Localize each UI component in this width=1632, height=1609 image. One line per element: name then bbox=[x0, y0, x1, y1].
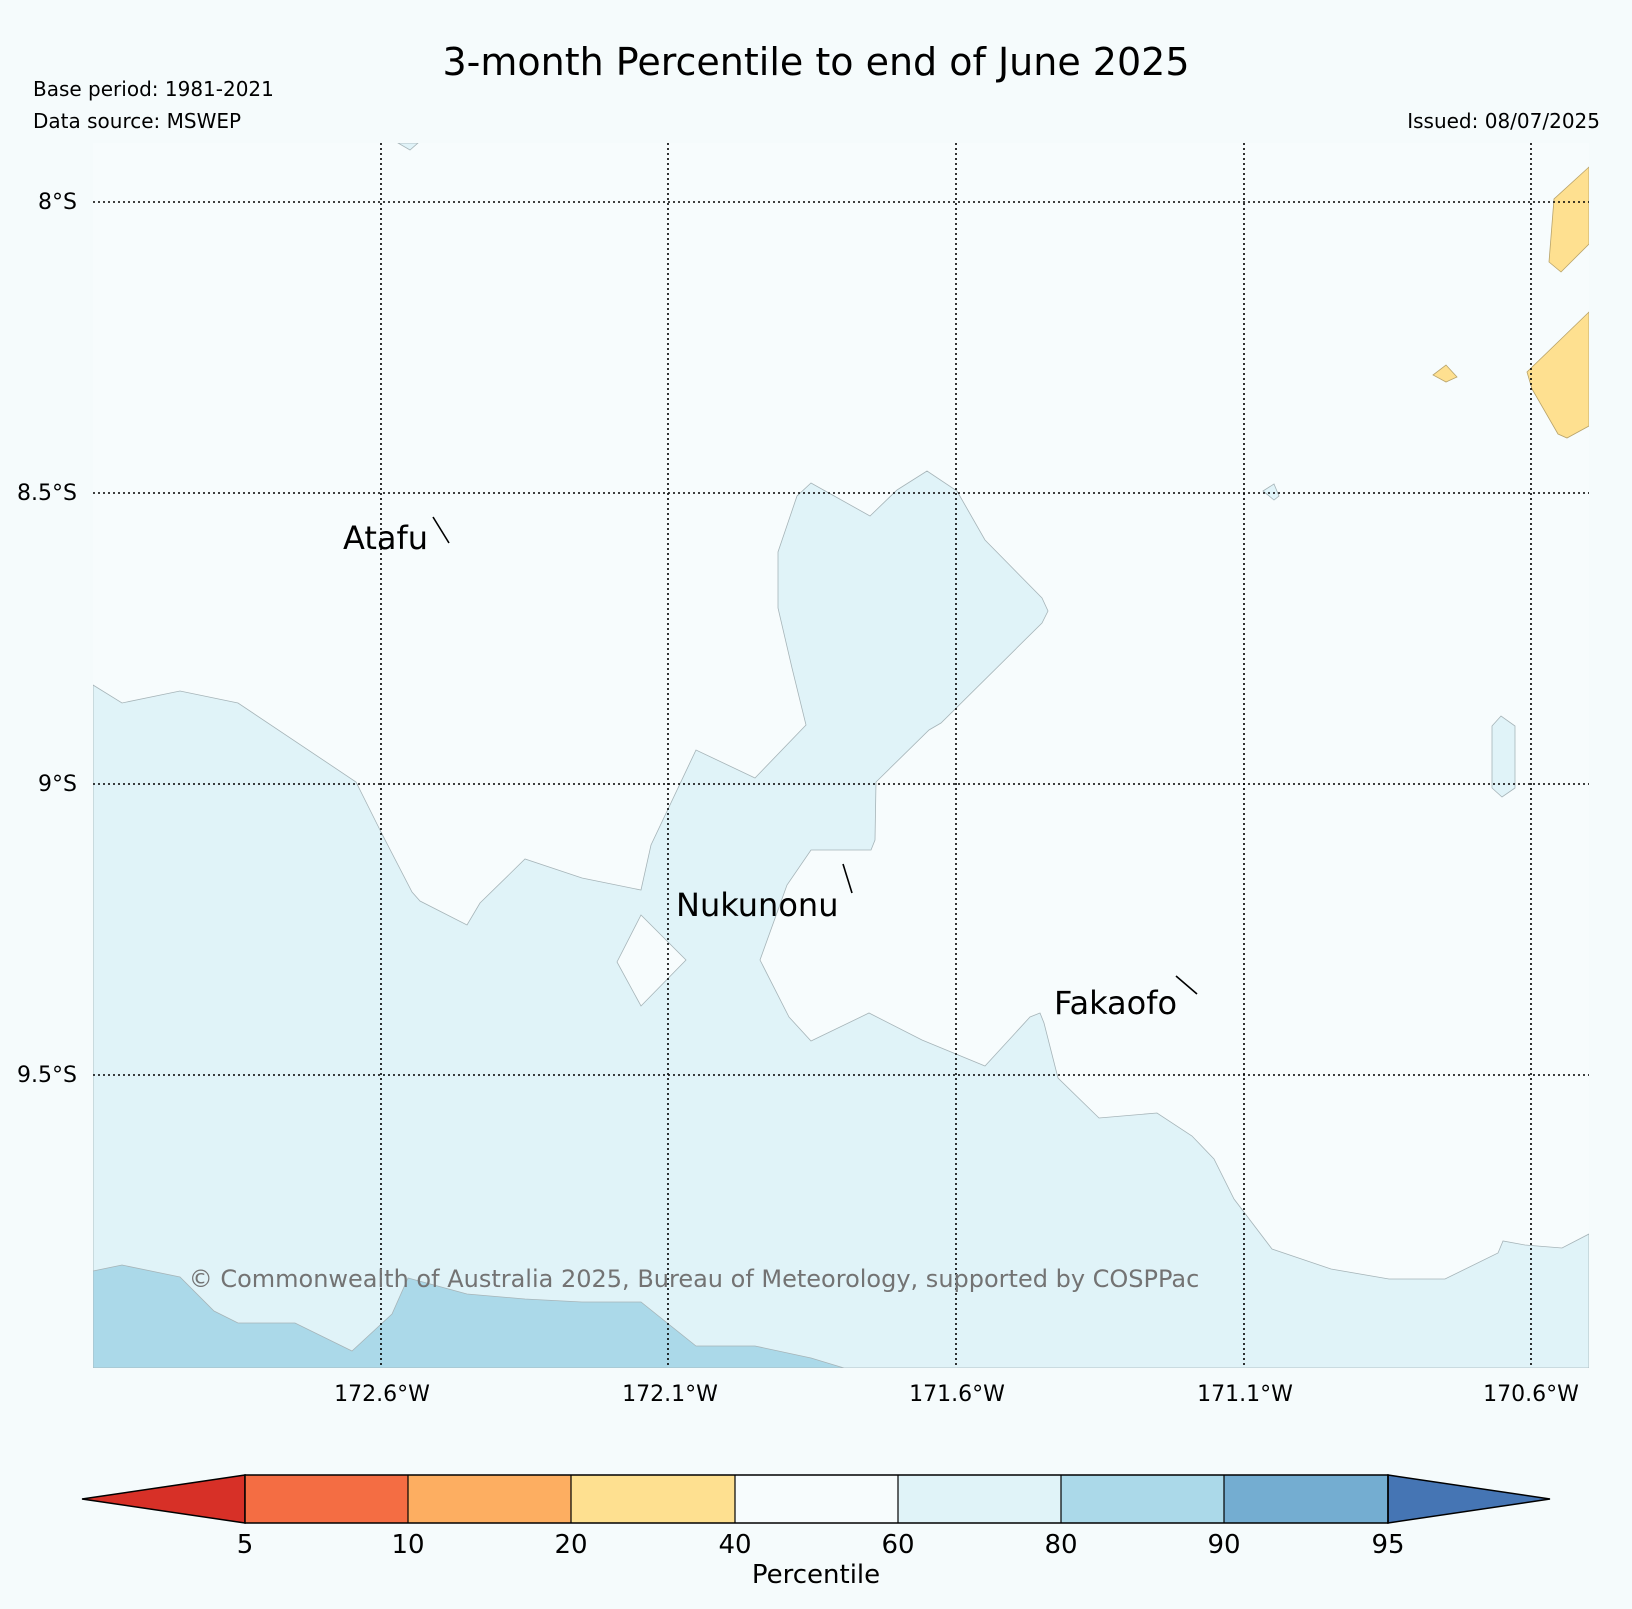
lat-label: 8°S bbox=[38, 190, 77, 215]
lat-label: 9.5°S bbox=[17, 1063, 77, 1088]
atoll-markers bbox=[432, 516, 1198, 995]
region-60-80 bbox=[93, 470, 1589, 1368]
lon-label: 172.1°W bbox=[622, 1382, 718, 1407]
region-20-40-small bbox=[1432, 364, 1458, 383]
base-period-label: Base period: 1981-2021 bbox=[33, 77, 274, 101]
fakaofo-atoll-marker bbox=[1175, 975, 1198, 995]
issued-date-label: Issued: 08/07/2025 bbox=[1407, 109, 1600, 133]
place-label-fakaofo: Fakaofo bbox=[1054, 984, 1177, 1022]
nukunonu-atoll-marker bbox=[842, 863, 853, 894]
region-80-90 bbox=[93, 1264, 845, 1368]
region-20-40-mid bbox=[1526, 311, 1589, 439]
region-20-40-top bbox=[1548, 166, 1589, 273]
map-fill-layer bbox=[93, 143, 1589, 1368]
gridlines bbox=[93, 143, 1589, 1368]
region-60-80-small-right bbox=[1262, 483, 1280, 501]
lat-label: 9°S bbox=[38, 772, 77, 797]
colorbar-title: Percentile bbox=[751, 1560, 881, 1590]
lon-label: 170.6°W bbox=[1483, 1382, 1579, 1407]
region-60-80-oval bbox=[1491, 715, 1516, 798]
place-label-nukunonu: Nukunonu bbox=[676, 886, 838, 924]
lat-label: 8.5°S bbox=[17, 481, 77, 506]
lon-label: 171.6°W bbox=[909, 1382, 1005, 1407]
data-source-label: Data source: MSWEP bbox=[33, 109, 242, 133]
region-40-60-patch bbox=[616, 914, 687, 1007]
lon-label: 171.1°W bbox=[1197, 1382, 1293, 1407]
map-title: 3-month Percentile to end of June 2025 bbox=[442, 40, 1190, 84]
atafu-atoll-marker bbox=[432, 516, 450, 544]
place-label-atafu: Atafu bbox=[343, 519, 428, 557]
region-60-80-small-top bbox=[397, 143, 419, 151]
copyright-notice: © Commonwealth of Australia 2025, Bureau… bbox=[189, 1265, 1200, 1293]
lon-label: 172.6°W bbox=[334, 1382, 430, 1407]
